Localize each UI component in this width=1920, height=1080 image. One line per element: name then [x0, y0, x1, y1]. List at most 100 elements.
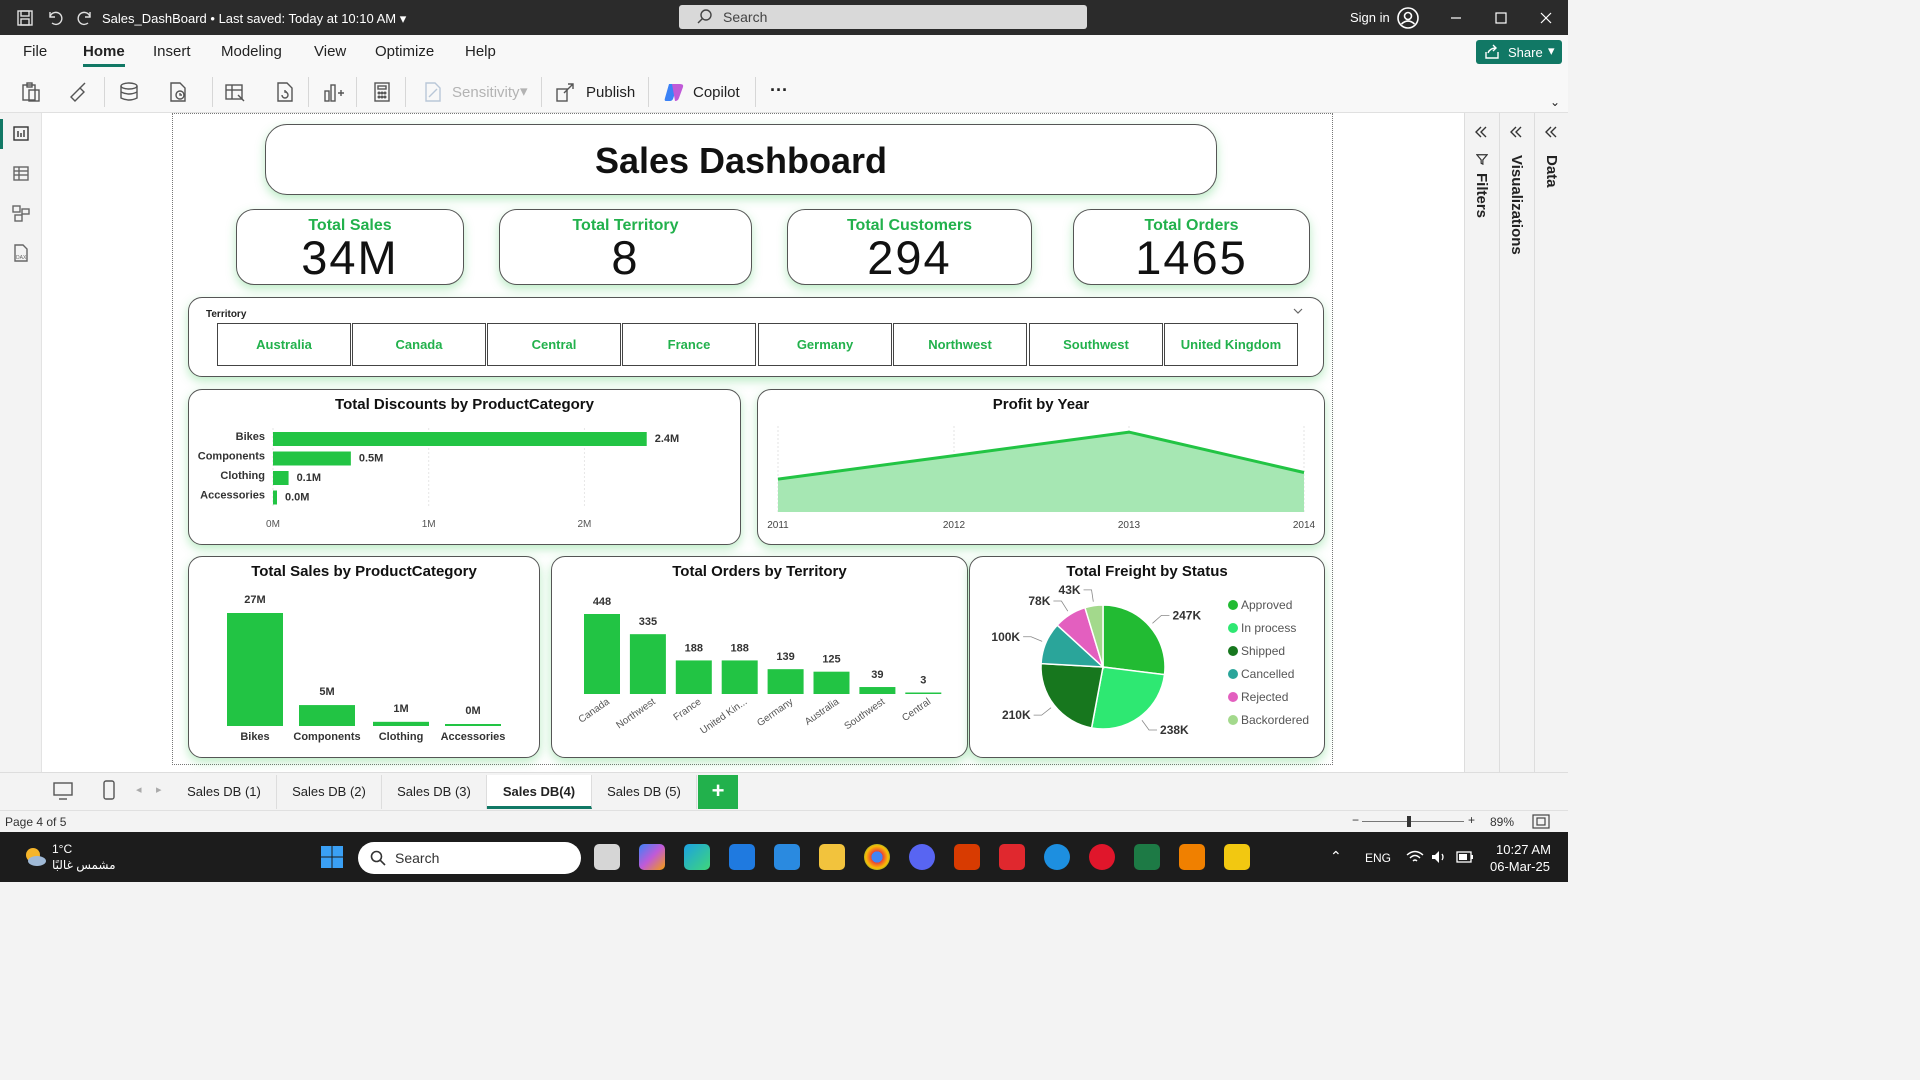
- wifi-icon[interactable]: [1406, 850, 1424, 864]
- chevron-down-icon[interactable]: [1293, 306, 1303, 316]
- mobile-layout-icon[interactable]: [102, 779, 116, 801]
- scroll-left-icon[interactable]: ◂: [136, 784, 142, 796]
- weather-icon[interactable]: [22, 844, 48, 870]
- refresh-icon[interactable]: [274, 81, 296, 103]
- zoom-in-icon[interactable]: +: [1468, 813, 1476, 827]
- undo-icon[interactable]: [46, 9, 64, 27]
- zoom-slider-thumb[interactable]: [1406, 816, 1411, 827]
- paste-icon[interactable]: [20, 81, 42, 103]
- collapse-ribbon-icon[interactable]: ⌄: [1550, 95, 1561, 109]
- menu-view[interactable]: View: [314, 43, 347, 60]
- zoom-out-icon[interactable]: −: [1352, 813, 1360, 827]
- kpi-card-total-sales[interactable]: Total Sales 34M: [236, 209, 464, 285]
- chart-sales-by-category[interactable]: Total Sales by ProductCategory 27M Bikes 5…: [188, 556, 540, 758]
- chevron-up-icon[interactable]: ⌃: [1330, 848, 1342, 864]
- transform-data-icon[interactable]: [224, 81, 246, 103]
- search-box[interactable]: Search: [679, 5, 1087, 29]
- menu-home[interactable]: Home: [83, 43, 125, 67]
- slicer-item-australia[interactable]: Australia: [217, 323, 351, 366]
- tab-sales-db-2[interactable]: Sales DB (2): [277, 775, 382, 809]
- chrome-icon[interactable]: [864, 844, 890, 870]
- task-view-icon[interactable]: [594, 844, 620, 870]
- menu-optimize[interactable]: Optimize: [375, 43, 435, 60]
- fit-to-page-icon[interactable]: [1532, 814, 1550, 829]
- excel-icon[interactable]: [1134, 844, 1160, 870]
- account-icon[interactable]: [1397, 7, 1419, 29]
- opera-icon[interactable]: [1089, 844, 1115, 870]
- kpi-card-total-customers[interactable]: Total Customers 294: [787, 209, 1032, 285]
- copilot-button[interactable]: Copilot: [663, 69, 745, 113]
- tab-sales-db-4[interactable]: Sales DB(4): [487, 775, 592, 809]
- discord-icon[interactable]: [909, 844, 935, 870]
- desktop-layout-icon[interactable]: [52, 781, 74, 801]
- tab-sales-db-1[interactable]: Sales DB (1): [172, 775, 277, 809]
- visualizations-pane[interactable]: Visualizations: [1499, 113, 1533, 772]
- zoom-slider[interactable]: [1362, 816, 1464, 827]
- edge-icon[interactable]: [684, 844, 710, 870]
- share-button[interactable]: Share ▾: [1476, 40, 1562, 64]
- save-icon[interactable]: [16, 9, 34, 27]
- menu-help[interactable]: Help: [465, 43, 496, 60]
- kpi-card-total-territory[interactable]: Total Territory 8: [499, 209, 752, 285]
- volume-icon[interactable]: [1431, 850, 1447, 864]
- add-page-button[interactable]: +: [698, 775, 738, 809]
- slicer-item-canada[interactable]: Canada: [352, 323, 486, 366]
- format-painter-icon[interactable]: [68, 81, 90, 103]
- report-view-icon[interactable]: [11, 123, 31, 143]
- signin-link[interactable]: Sign in: [1350, 10, 1390, 25]
- power-bi-icon[interactable]: [1224, 844, 1250, 870]
- menu-file[interactable]: File: [23, 43, 48, 60]
- slicer-item-united-kingdom[interactable]: United Kingdom: [1164, 323, 1298, 366]
- slicer-item-france[interactable]: France: [622, 323, 756, 366]
- data-pane[interactable]: Data: [1534, 113, 1568, 772]
- file-explorer-icon[interactable]: [819, 844, 845, 870]
- clock-time[interactable]: 10:27 AM: [1496, 842, 1551, 857]
- copilot-app-icon[interactable]: [639, 844, 665, 870]
- chart-profit-by-year[interactable]: Profit by Year 2011 2012 2013 2014: [757, 389, 1325, 545]
- docker-icon[interactable]: [1044, 844, 1070, 870]
- new-visual-icon[interactable]: [322, 81, 344, 103]
- tab-sales-db-5[interactable]: Sales DB (5): [592, 775, 697, 809]
- taskbar-search[interactable]: Search: [358, 842, 581, 874]
- file-name: Sales_DashBoard: [102, 11, 207, 26]
- dax-query-view-icon[interactable]: DAX: [11, 243, 31, 263]
- recent-sources-icon[interactable]: [167, 81, 189, 103]
- calculator-icon[interactable]: [371, 81, 393, 103]
- language-indicator[interactable]: ENG: [1365, 851, 1392, 865]
- minimize-icon[interactable]: [1446, 8, 1466, 28]
- redo-icon[interactable]: [76, 9, 94, 27]
- chart-freight-by-status[interactable]: Total Freight by Status 247K 238K 210K 100K…: [969, 556, 1325, 758]
- document-title[interactable]: Sales_DashBoard • Last saved: Today at 1…: [102, 11, 407, 26]
- mail-icon[interactable]: [729, 844, 755, 870]
- model-view-icon[interactable]: [11, 203, 31, 223]
- filters-pane[interactable]: Filters: [1464, 113, 1498, 772]
- expand-icon[interactable]: [1509, 125, 1523, 139]
- scroll-right-icon[interactable]: ▸: [156, 784, 162, 796]
- maximize-icon[interactable]: [1491, 8, 1511, 28]
- chart-discounts-by-category[interactable]: Total Discounts by ProductCategory 0M 1M 2…: [188, 389, 741, 545]
- more-options-icon[interactable]: ···: [770, 80, 788, 100]
- table-view-icon[interactable]: [11, 163, 31, 183]
- chevron-down-icon[interactable]: ▾: [399, 11, 407, 26]
- slicer-item-germany[interactable]: Germany: [758, 323, 892, 366]
- windows-start-icon[interactable]: [320, 845, 344, 869]
- kpi-card-total-orders[interactable]: Total Orders 1465: [1073, 209, 1310, 285]
- menu-insert[interactable]: Insert: [153, 43, 191, 60]
- clock-date[interactable]: 06-Mar-25: [1490, 859, 1550, 874]
- slicer-item-northwest[interactable]: Northwest: [893, 323, 1027, 366]
- close-icon[interactable]: [1536, 8, 1556, 28]
- chart-orders-by-territory[interactable]: Total Orders by Territory 448 Canada 335 No…: [551, 556, 968, 758]
- expand-icon[interactable]: [1544, 125, 1558, 139]
- get-data-icon[interactable]: [118, 81, 140, 103]
- menu-modeling[interactable]: Modeling: [221, 43, 282, 60]
- slicer-item-central[interactable]: Central: [487, 323, 621, 366]
- vlc-icon[interactable]: [1179, 844, 1205, 870]
- office-icon[interactable]: [954, 844, 980, 870]
- tab-sales-db-3[interactable]: Sales DB (3): [382, 775, 487, 809]
- publish-button[interactable]: Publish: [555, 69, 637, 113]
- vscode-icon[interactable]: [774, 844, 800, 870]
- battery-icon[interactable]: [1456, 851, 1474, 863]
- expand-icon[interactable]: [1474, 125, 1488, 139]
- recorder-icon[interactable]: [999, 844, 1025, 870]
- slicer-item-southwest[interactable]: Southwest: [1029, 323, 1163, 366]
